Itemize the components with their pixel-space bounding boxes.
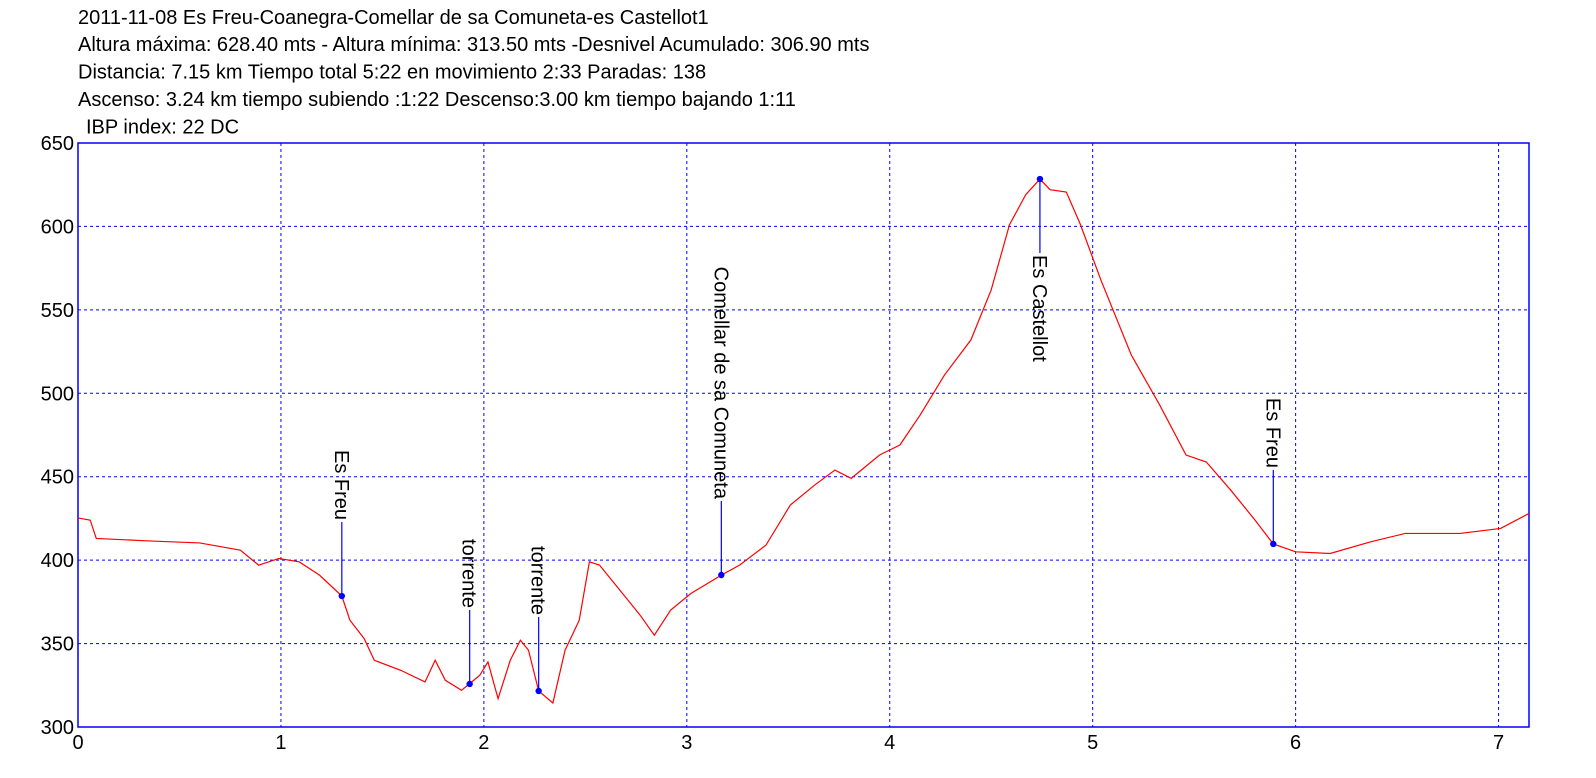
x-tick-label: 2 xyxy=(478,732,489,754)
elevation-line xyxy=(77,178,1530,705)
x-tick-label: 3 xyxy=(681,732,692,754)
y-tick-label: 300 xyxy=(41,717,74,739)
y-tick-label: 600 xyxy=(41,216,74,238)
annotation-label: torrente xyxy=(527,546,549,615)
x-tick-label: 1 xyxy=(275,732,286,754)
x-tick-label: 5 xyxy=(1087,732,1098,754)
annotation-point xyxy=(535,687,542,695)
annotation-label: Es Freu xyxy=(1261,398,1283,468)
subtitle-line: IBP index: 22 DC xyxy=(86,117,239,139)
x-tick-label: 4 xyxy=(884,732,895,754)
subtitle-line: Altura máxima: 628.40 mts - Altura mínim… xyxy=(78,34,869,56)
annotation-point xyxy=(1036,175,1044,183)
y-tick-label: 500 xyxy=(41,383,74,405)
y-tick-label: 400 xyxy=(41,550,74,572)
y-tick-label: 550 xyxy=(41,300,74,322)
annotation-label: Es Castellot xyxy=(1028,255,1050,362)
annotation-point xyxy=(718,571,725,579)
annotation-label: torrente xyxy=(458,539,480,608)
subtitle-line: Distancia: 7.15 km Tiempo total 5:22 en … xyxy=(78,62,706,84)
annotation-label: Es Freu xyxy=(330,450,352,520)
annotation-label: Comellar de sa Comuneta xyxy=(709,267,731,500)
annotation-point xyxy=(466,680,473,688)
y-tick-label: 450 xyxy=(41,467,74,489)
x-tick-label: 0 xyxy=(72,732,83,754)
y-tick-label: 650 xyxy=(41,133,74,155)
x-tick-label: 6 xyxy=(1290,732,1301,754)
annotation-point xyxy=(1270,540,1277,548)
y-tick-label: 350 xyxy=(41,634,74,656)
x-tick-label: 7 xyxy=(1493,732,1504,754)
annotation-point xyxy=(338,592,346,600)
plot-frame xyxy=(77,142,1530,728)
subtitle-line: Ascenso: 3.24 km tiempo subiendo :1:22 D… xyxy=(78,89,796,111)
chart-title: 2011-11-08 Es Freu-Coanegra-Comellar de … xyxy=(78,7,709,29)
